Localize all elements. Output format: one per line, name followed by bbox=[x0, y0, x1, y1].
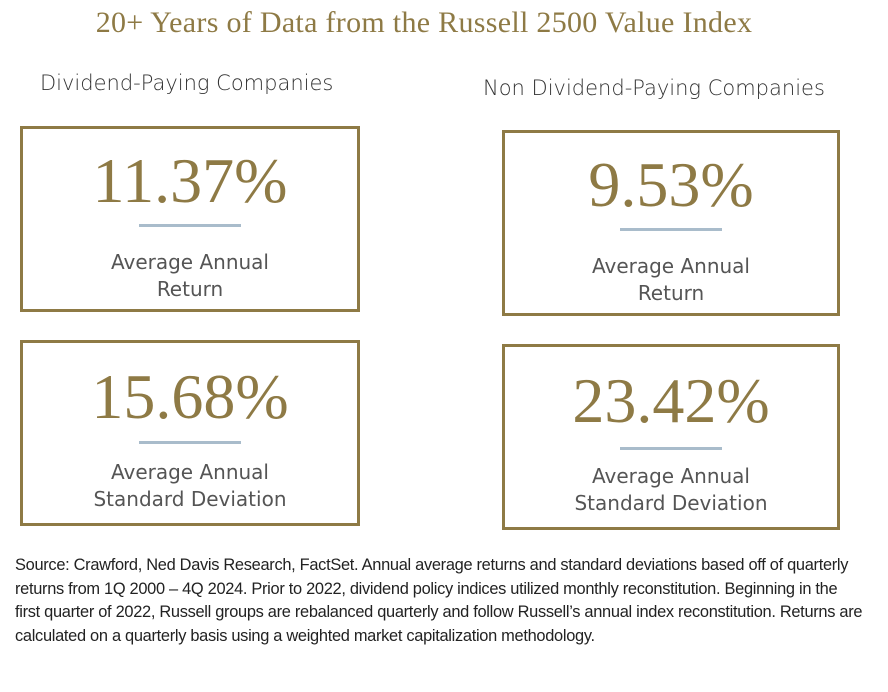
non-dividend-deviation-label: Average Annual Standard Deviation bbox=[574, 464, 768, 515]
divider-rule bbox=[620, 228, 722, 231]
divider-rule bbox=[139, 224, 241, 227]
dividend-deviation-label: Average Annual Standard Deviation bbox=[93, 460, 287, 511]
dividend-return-value: 11.37% bbox=[92, 145, 288, 216]
dividend-paying-heading: Dividend-Paying Companies bbox=[40, 71, 334, 95]
non-dividend-deviation-value: 23.42% bbox=[572, 365, 770, 436]
non-dividend-deviation-card: 23.42% Average Annual Standard Deviation bbox=[502, 344, 840, 530]
source-footnote: Source: Crawford, Ned Davis Research, Fa… bbox=[15, 556, 863, 645]
dividend-deviation-value: 15.68% bbox=[91, 361, 289, 432]
non-dividend-return-value: 9.53% bbox=[588, 149, 754, 220]
non-dividend-return-label: Average Annual Return bbox=[591, 254, 750, 305]
dividend-return-label: Average Annual Return bbox=[110, 250, 269, 301]
dividend-deviation-card: 15.68% Average Annual Standard Deviation bbox=[20, 340, 360, 526]
non-dividend-return-card: 9.53% Average Annual Return bbox=[502, 130, 840, 316]
dividend-return-card: 11.37% Average Annual Return bbox=[20, 126, 360, 312]
divider-rule bbox=[620, 447, 722, 450]
divider-rule bbox=[139, 441, 241, 444]
non-dividend-paying-heading: Non Dividend-Paying Companies bbox=[483, 76, 825, 100]
page-title: 20+ Years of Data from the Russell 2500 … bbox=[95, 6, 753, 39]
